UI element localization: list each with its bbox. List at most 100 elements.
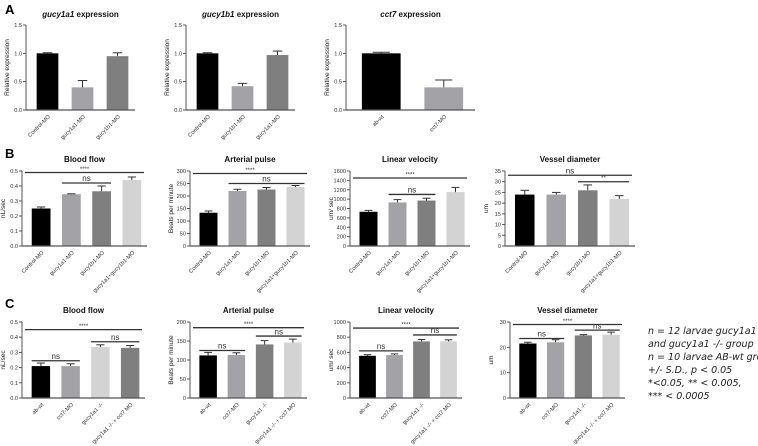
x-tick-label: cct7-MO — [56, 402, 76, 422]
y-tick-label: 300 — [177, 169, 186, 175]
panel-letter-b: B — [5, 146, 15, 161]
x-tick-label: Control-MO — [188, 250, 213, 275]
bar — [609, 198, 630, 246]
y-tick-label: 15 — [495, 212, 501, 218]
significance-label: ns — [377, 342, 385, 351]
significance-label: ns — [408, 186, 416, 195]
y-tick-label: 200 — [337, 235, 346, 241]
y-tick-label: 0 — [498, 244, 501, 250]
chart-title: Blood flow — [64, 155, 106, 164]
significance-label: **** — [80, 167, 90, 173]
y-axis-label: Relative expression — [324, 39, 331, 96]
y-tick-label: 1.5 — [14, 23, 22, 29]
y-tick-label: 0.0 — [10, 396, 18, 402]
x-tick-label: gucy1a1-MO — [49, 250, 76, 277]
y-tick-label: 600 — [337, 350, 346, 356]
bar — [31, 208, 51, 246]
bar — [359, 355, 376, 398]
bar — [413, 341, 430, 398]
x-tick-label: gucy1b1-MO — [565, 250, 592, 277]
y-tick-label: 1000 — [334, 320, 346, 326]
chart-a-1: gucy1b1 expression Relative expression Con… — [164, 10, 295, 141]
footnote: n = 12 larvae gucy1a1 +/- and gucy1a1 -/… — [648, 325, 758, 403]
y-tick-label: 800 — [337, 335, 346, 341]
bar — [514, 194, 535, 246]
y-tick-label: 1.0 — [174, 51, 182, 57]
chart-title-italic: gucy1b1 — [201, 10, 235, 19]
bar — [228, 191, 247, 246]
y-tick-label: 1.0 — [334, 51, 342, 57]
y-tick-label: 0.2 — [10, 366, 18, 372]
x-tick-label: cct7-MO — [222, 402, 242, 422]
x-tick-label: gucy1a1-MO — [215, 250, 242, 277]
significance-label: **** — [245, 168, 255, 174]
x-tick-label: ab-wt — [31, 402, 45, 416]
x-tick-label: ab-wt — [372, 114, 386, 128]
y-tick-label: 100 — [177, 358, 186, 364]
y-axis-label: Beats per minute — [168, 184, 175, 234]
x-tick-label: Control-MO — [504, 250, 529, 275]
x-tick-label: ab-wt — [199, 402, 213, 416]
y-tick-label: 0 — [343, 396, 346, 402]
y-axis-label: nL/sec — [0, 198, 7, 218]
chart-title-italic: cct7 — [380, 10, 397, 19]
bar — [120, 347, 140, 398]
y-tick-label: 0 — [343, 244, 346, 250]
y-tick-label: 35 — [495, 169, 501, 175]
x-tick-label: gucy1a1-MO — [534, 250, 561, 277]
y-tick-label: 0.5 — [10, 320, 18, 326]
y-tick-label: 200 — [177, 194, 186, 200]
chart-title-rest: expression — [74, 10, 119, 19]
y-tick-label: 0.5 — [14, 80, 22, 86]
y-tick-label: 0.2 — [10, 214, 18, 220]
y-tick-label: 1200 — [334, 188, 346, 194]
bar — [71, 87, 94, 110]
y-axis-label: Relative expression — [4, 39, 11, 96]
bar — [446, 192, 465, 246]
chart-a-0: gucy1a1 expression Relative expression Con… — [4, 10, 135, 141]
bar — [196, 53, 219, 110]
chart-title: gucy1b1 expression — [201, 10, 279, 19]
x-tick-label: Control-MO — [348, 250, 373, 275]
chart-title-rest: expression — [235, 10, 280, 19]
chart-title: Arterial pulse — [223, 306, 275, 315]
bar — [417, 200, 436, 246]
bar — [266, 55, 289, 110]
bar — [547, 342, 565, 398]
bar — [61, 366, 80, 398]
chart-title: Vessel diameter — [540, 155, 600, 164]
chart-b-5: Linear velocity um/ sec Control-MO gucy1a1-… — [328, 155, 470, 294]
bar — [286, 187, 305, 246]
y-tick-label: 0.3 — [10, 350, 18, 356]
y-tick-label: 0 — [183, 244, 186, 250]
x-tick-label: gucy1a1 -/- — [402, 402, 426, 426]
y-tick-label: 250 — [177, 182, 186, 188]
y-tick-label: 0 — [183, 396, 186, 402]
significance-label: ns — [262, 175, 270, 184]
x-tick-label: gucy1a1-MO — [60, 114, 87, 141]
y-axis-label: um/ sec — [328, 348, 335, 372]
y-tick-label: 0.3 — [10, 199, 18, 205]
bar — [31, 366, 51, 398]
y-tick-label: 0.5 — [10, 169, 18, 175]
y-tick-label: 0.1 — [10, 229, 18, 235]
bar — [577, 190, 598, 246]
y-tick-label: 0.5 — [174, 80, 182, 86]
bar — [602, 334, 620, 398]
footnote-line: *<0.05, ** < 0.005, — [648, 378, 742, 389]
significance-label: ns — [52, 352, 60, 361]
significance-label: **** — [79, 324, 89, 330]
chart-title-italic: gucy1a1 — [41, 10, 75, 19]
bar — [424, 87, 464, 110]
bar — [92, 191, 112, 246]
chart-title-rest: expression — [396, 10, 441, 19]
bar — [546, 194, 567, 246]
x-tick-label: gucy1b1-MO — [95, 114, 122, 141]
significance-label: **** — [244, 322, 254, 328]
panel-letter-c: C — [5, 296, 15, 311]
bar — [199, 212, 218, 246]
bar — [284, 342, 302, 398]
x-tick-label: ab-wt — [518, 402, 532, 416]
